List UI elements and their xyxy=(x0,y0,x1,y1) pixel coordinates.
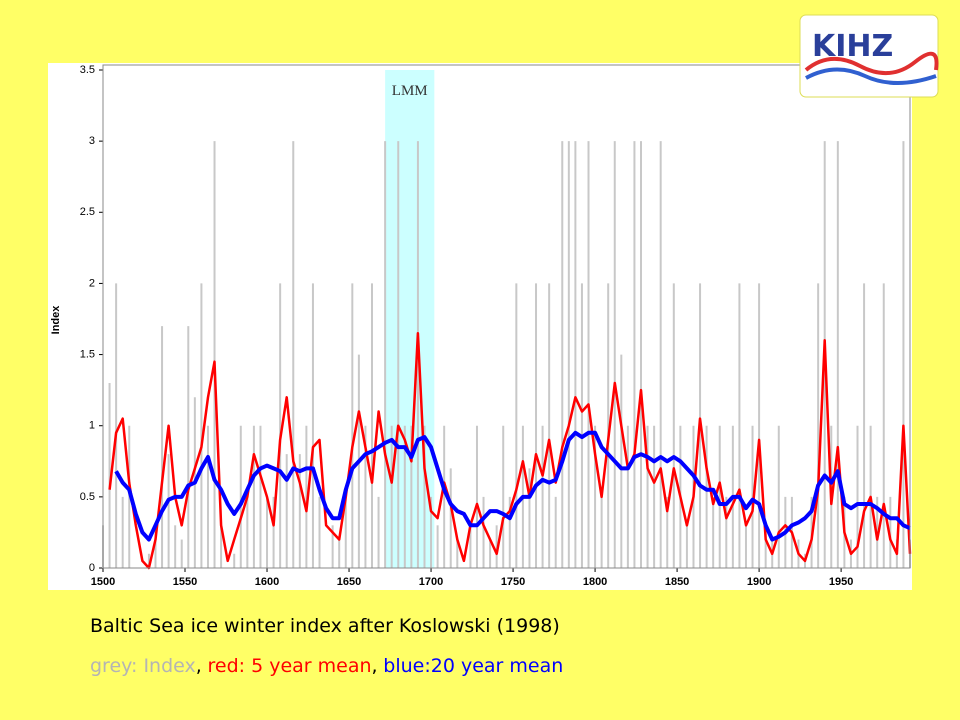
x-tick-label: 1850 xyxy=(665,576,689,588)
logo: KIHZ xyxy=(799,14,939,98)
x-tick-label: 1550 xyxy=(173,576,197,588)
logo-wave xyxy=(804,51,939,75)
region-label: LMM xyxy=(392,83,428,99)
legend-item: blue:20 year mean xyxy=(383,655,564,677)
logo-text: KIHZ xyxy=(812,29,893,64)
chart-background xyxy=(48,63,912,590)
logo-frame xyxy=(799,14,939,98)
y-tick-label: 2 xyxy=(89,277,95,289)
y-tick-label: 3.5 xyxy=(80,64,95,76)
legend-item: grey: Index xyxy=(90,655,208,677)
x-tick-label: 1600 xyxy=(255,576,279,588)
series-line xyxy=(114,430,911,542)
chart-title: Baltic Sea ice winter index after Koslow… xyxy=(90,615,560,637)
y-tick-label: 0.5 xyxy=(80,491,95,503)
y-axis-label: Index xyxy=(50,305,62,335)
x-tick-label: 1800 xyxy=(583,576,607,588)
legend: grey: Indexred: 5 year meanblue:20 year … xyxy=(90,655,563,677)
y-tick-label: 0 xyxy=(89,562,95,574)
y-tick-label: 1 xyxy=(89,420,95,432)
x-tick-label: 1900 xyxy=(747,576,771,588)
x-tick-label: 1650 xyxy=(337,576,361,588)
y-tick-label: 1.5 xyxy=(80,348,95,360)
logo-wave xyxy=(805,67,937,85)
x-tick-label: 1750 xyxy=(501,576,525,588)
legend-item: red: 5 year mean xyxy=(208,655,384,677)
y-tick-label: 3 xyxy=(89,135,95,147)
x-tick-label: 1700 xyxy=(419,576,443,588)
x-tick-label: 1500 xyxy=(91,576,115,588)
x-tick-label: 1950 xyxy=(829,576,853,588)
y-tick-label: 2.5 xyxy=(80,206,95,218)
plot-frame xyxy=(102,64,911,569)
